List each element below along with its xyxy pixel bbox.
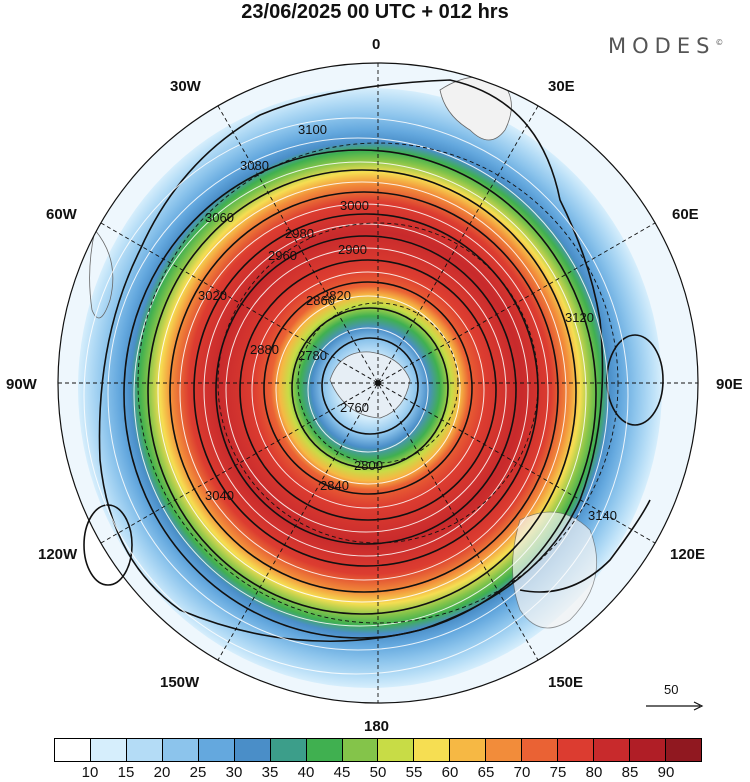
lon-label-180: 180 xyxy=(364,718,390,735)
colorbar-swatch xyxy=(378,739,415,761)
colorbar-tick-label: 40 xyxy=(297,764,315,781)
colorbar-tick-label: 50 xyxy=(369,764,387,781)
colorbar-swatch xyxy=(630,739,666,761)
colorbar-tick-label: 45 xyxy=(333,764,351,781)
colorbar-swatch xyxy=(594,739,630,761)
contour-label: 3060 xyxy=(205,210,234,225)
contour-label: 2800 xyxy=(354,458,383,473)
contour-label: 3080 xyxy=(240,158,269,173)
contour-label: 2840 xyxy=(320,478,349,493)
lon-label-60e: 60E xyxy=(672,206,699,223)
colorbar-swatch xyxy=(234,739,271,761)
colorbar-swatch xyxy=(342,739,379,761)
colorbar-tick-label: 55 xyxy=(405,764,423,781)
colorbar-tick-label: 85 xyxy=(621,764,639,781)
colorbar-tick-label: 15 xyxy=(117,764,135,781)
height-contours xyxy=(83,79,664,643)
colorbar-tick-label: 20 xyxy=(153,764,171,781)
reference-vector-arrow xyxy=(646,701,704,711)
map-title: 23/06/2025 00 UTC + 012 hrs xyxy=(241,1,509,23)
land-antarctica xyxy=(329,351,411,419)
lon-label-90e: 90E xyxy=(716,376,743,393)
contour-label: 2860 xyxy=(306,293,335,308)
lon-label-150w: 150W xyxy=(160,674,200,691)
contour-label: 2820 xyxy=(322,288,351,303)
colorbar-swatch xyxy=(162,739,199,761)
colorbar-tick-label: 35 xyxy=(261,764,279,781)
colorbar-tick-label: 70 xyxy=(513,764,531,781)
colorbar-swatch xyxy=(126,739,163,761)
brand-text: MODES xyxy=(608,34,716,58)
colorbar-tick-label: 25 xyxy=(189,764,207,781)
contour-label: 2760 xyxy=(340,400,369,415)
colorbar-tick-label: 75 xyxy=(549,764,567,781)
brand-mark: © xyxy=(715,38,724,47)
lon-label-30e: 30E xyxy=(548,78,575,95)
lon-label-90w: 90W xyxy=(6,376,37,393)
land-south-america xyxy=(89,229,114,319)
colorbar-swatch xyxy=(270,739,307,761)
contour-label: 2900 xyxy=(338,242,367,257)
colorbar-swatch xyxy=(198,739,235,761)
graticule xyxy=(58,63,698,703)
colorbar-tick-label: 10 xyxy=(81,764,99,781)
lon-label-120w: 120W xyxy=(38,546,78,563)
colorbar-swatch xyxy=(450,739,487,761)
colorbar-swatch xyxy=(55,739,91,761)
lon-label-60w: 60W xyxy=(46,206,77,223)
contour-label: 3120 xyxy=(565,310,594,325)
wind-scale-label: 50 xyxy=(664,682,679,697)
contour-label: 2960 xyxy=(268,248,297,263)
colorbar-tick-label: 30 xyxy=(225,764,243,781)
colorbar xyxy=(54,738,702,762)
colorbar-swatch xyxy=(558,739,595,761)
contour-label-group: 3100 3080 3060 3020 3000 2980 2960 2900 … xyxy=(198,122,617,523)
colorbar-swatch xyxy=(306,739,343,761)
contour-label: 3040 xyxy=(205,488,234,503)
map-boundary xyxy=(57,62,699,704)
colorbar-swatch xyxy=(665,739,701,761)
lon-label-150e: 150E xyxy=(548,674,584,691)
colorbar-swatch xyxy=(414,739,451,761)
colorbar-tick-label: 60 xyxy=(441,764,459,781)
colorbar-swatch xyxy=(90,739,127,761)
colorbar-swatch xyxy=(486,739,523,761)
colorbar-tick-label: 65 xyxy=(477,764,495,781)
contour-label: 3000 xyxy=(340,198,369,213)
lon-label-120e: 120E xyxy=(670,546,706,563)
contour-label: 2880 xyxy=(250,342,279,357)
lon-label-0: 0 xyxy=(372,36,381,53)
colorbar-swatch xyxy=(522,739,559,761)
colorbar-tick-label: 90 xyxy=(657,764,675,781)
pole-marker xyxy=(375,380,381,386)
contour-label: 3140 xyxy=(588,508,617,523)
lon-label-30w: 30W xyxy=(170,78,201,95)
contour-label: 3020 xyxy=(198,288,227,303)
contour-label: 2780 xyxy=(298,348,327,363)
modes-logo: MODES© xyxy=(608,34,723,58)
wind-vectors xyxy=(83,117,629,675)
contour-label: 3100 xyxy=(298,122,327,137)
contour-label: 2980 xyxy=(285,226,314,241)
colorbar-ticks: 10 15 20 25 30 35 40 45 50 55 60 65 70 75 80 85 90 xyxy=(54,764,702,782)
colorbar-tick-label: 80 xyxy=(585,764,603,781)
